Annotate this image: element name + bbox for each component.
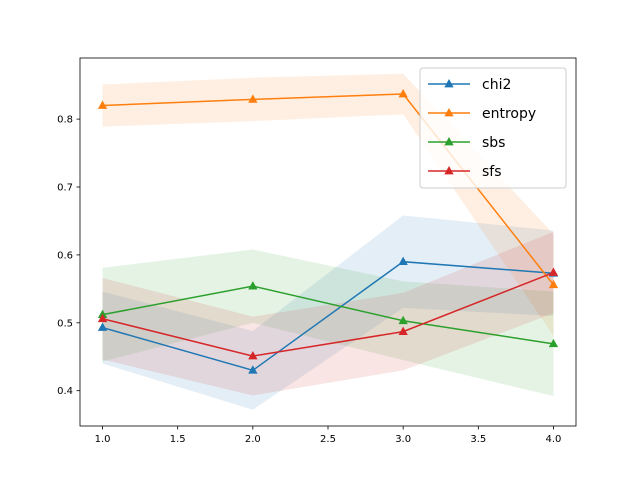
sbs-point <box>398 315 408 325</box>
sbs-line <box>102 285 554 345</box>
sfs-legend-marker <box>444 165 454 175</box>
sfs-point <box>97 313 108 323</box>
chi2-point <box>97 322 108 331</box>
series-markers <box>97 88 559 374</box>
sbs-band <box>102 249 554 397</box>
chi2-line <box>102 260 554 372</box>
x-axis: 1.0 1.5 2.0 2.5 3.0 3.5 4.0 <box>95 426 562 445</box>
x-tick-label: 3.0 <box>395 434 411 445</box>
chi2-point <box>398 256 408 266</box>
sbs-legend-label: sbs <box>482 135 505 151</box>
entropy-legend-marker <box>444 107 454 117</box>
entropy-point <box>548 279 559 289</box>
entropy-point <box>97 100 108 109</box>
sbs-point <box>248 281 258 290</box>
y-axis: 0.4 0.5 0.6 0.7 0.8 <box>57 115 80 397</box>
sfs-point <box>548 267 559 276</box>
x-tick-label: 3.5 <box>470 434 486 445</box>
x-tick-label: 1.5 <box>170 434 186 445</box>
entropy-point <box>248 94 258 103</box>
sfs-band <box>102 231 554 396</box>
sfs-point <box>398 326 408 335</box>
chi2-point <box>248 365 258 374</box>
x-tick-label: 2.5 <box>320 434 336 445</box>
y-tick-label: 0.7 <box>57 183 73 194</box>
x-tick-label: 4.0 <box>546 434 562 445</box>
sbs-legend-marker <box>444 136 454 146</box>
series-lines <box>102 93 555 372</box>
entropy-legend-label: entropy <box>482 106 536 122</box>
legend: chi2 entropy sbs sfs <box>419 67 567 189</box>
legend-box <box>419 67 567 189</box>
chi2-legend-label: chi2 <box>482 77 511 93</box>
sfs-line <box>102 271 554 357</box>
sfs-legend-label: sfs <box>482 164 502 180</box>
x-tick-label: 1.0 <box>95 434 111 445</box>
x-tick-label: 2.0 <box>245 434 261 445</box>
y-tick-label: 0.5 <box>57 318 73 329</box>
sfs-point <box>248 351 258 360</box>
y-tick-label: 0.4 <box>57 386 73 397</box>
sbs-point <box>548 338 559 348</box>
y-tick-label: 0.6 <box>57 250 73 261</box>
chi2-legend-marker <box>444 78 454 88</box>
entropy-line <box>102 93 555 286</box>
y-tick-label: 0.8 <box>57 115 73 126</box>
entropy-point <box>398 88 408 98</box>
